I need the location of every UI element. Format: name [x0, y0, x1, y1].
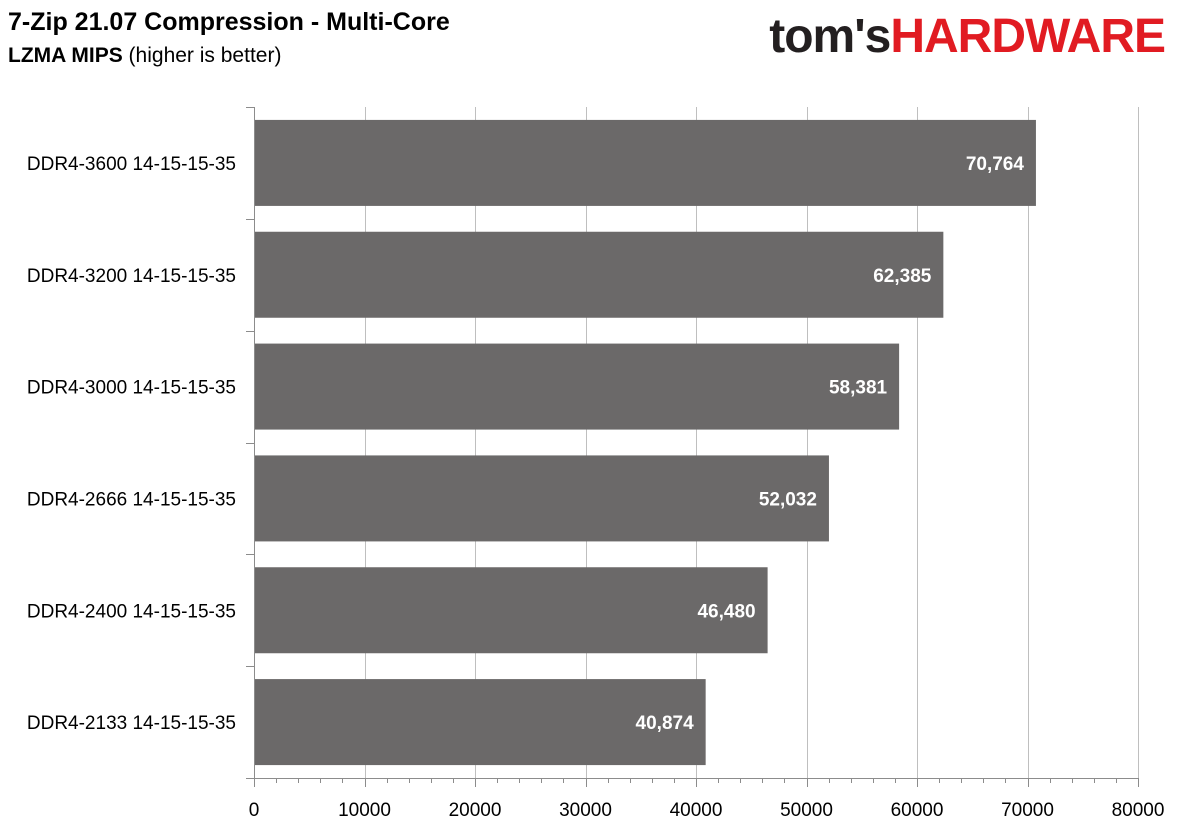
- bar-value-label: 62,385: [873, 266, 932, 287]
- x-tick-label: 0: [249, 800, 260, 821]
- x-tick-label: 40000: [670, 800, 723, 821]
- category-label: DDR4-3200 14-15-15-35: [27, 266, 236, 287]
- x-tick-label: 60000: [891, 800, 944, 821]
- category-label: DDR4-2400 14-15-15-35: [27, 601, 236, 622]
- category-label: DDR4-2666 14-15-15-35: [27, 489, 236, 510]
- x-tick-label: 20000: [449, 800, 502, 821]
- bar-value-label: 40,874: [636, 713, 695, 734]
- logo-text-hardware: HARDWARE: [890, 10, 1166, 63]
- x-tick-label: 80000: [1112, 800, 1165, 821]
- x-tick-label: 10000: [338, 800, 391, 821]
- category-label: DDR4-3000 14-15-15-35: [27, 378, 236, 399]
- bar: [255, 231, 944, 318]
- bar: [255, 455, 829, 542]
- bar: [255, 679, 706, 766]
- category-label: DDR4-2133 14-15-15-35: [27, 713, 236, 734]
- toms-hardware-logo: tom'sHARDWARE: [769, 10, 1166, 64]
- x-tick-label: 30000: [559, 800, 612, 821]
- bar: [255, 119, 1036, 206]
- bar-value-label: 52,032: [759, 489, 817, 510]
- chart-subtitle: LZMA MIPS (higher is better): [8, 44, 281, 68]
- bar-value-label: 70,764: [966, 154, 1025, 175]
- x-tick-label: 50000: [780, 800, 833, 821]
- logo-text-toms: tom's: [769, 10, 891, 63]
- bar: [255, 343, 900, 430]
- subtitle-note: (higher is better): [122, 44, 282, 67]
- bar: [255, 567, 768, 654]
- category-label: DDR4-3600 14-15-15-35: [27, 154, 236, 175]
- bar-value-label: 58,381: [829, 378, 888, 399]
- subtitle-metric: LZMA MIPS: [8, 44, 123, 67]
- chart-title: 7-Zip 21.07 Compression - Multi-Core: [8, 8, 450, 36]
- x-tick-label: 70000: [1001, 800, 1054, 821]
- bar-value-label: 46,480: [697, 601, 755, 622]
